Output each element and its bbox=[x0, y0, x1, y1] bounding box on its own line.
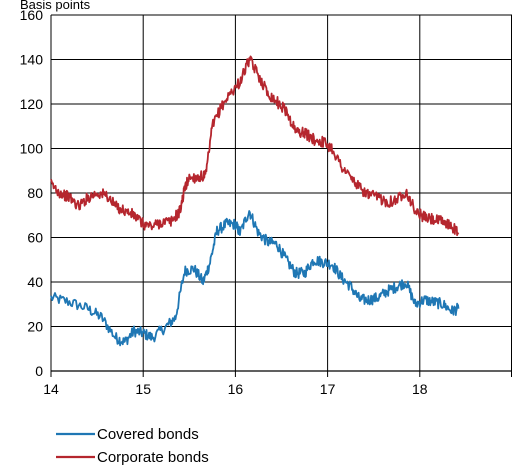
y-tick-label: 100 bbox=[20, 141, 44, 157]
y-axis-title: Basis points bbox=[20, 0, 91, 12]
y-tick-label: 0 bbox=[35, 363, 43, 379]
series-line-covered-bonds bbox=[50, 210, 460, 347]
x-tick-label: 16 bbox=[228, 381, 244, 397]
grid bbox=[50, 14, 512, 377]
legend-label: Corporate bonds bbox=[97, 449, 209, 466]
y-tick-label: 160 bbox=[20, 7, 44, 23]
y-tick-label: 60 bbox=[27, 230, 43, 246]
series-line-corporate-bonds bbox=[50, 55, 460, 237]
y-tick-labels: 0 20 40 60 80 100 120 140 160 bbox=[20, 7, 44, 379]
x-tick-label: 18 bbox=[412, 381, 428, 397]
x-tick-label: 14 bbox=[43, 381, 59, 397]
series-lines bbox=[50, 55, 460, 347]
y-tick-label: 120 bbox=[20, 96, 44, 112]
x-tick-labels: 14 15 16 17 18 bbox=[43, 381, 428, 397]
y-tick-label: 20 bbox=[27, 319, 43, 335]
legend: Covered bonds Corporate bonds bbox=[56, 426, 209, 466]
y-tick-label: 40 bbox=[27, 274, 43, 290]
x-tick-label: 17 bbox=[320, 381, 336, 397]
y-tick-label: 140 bbox=[20, 52, 44, 68]
y-tick-label: 80 bbox=[27, 185, 43, 201]
x-tick-label: 15 bbox=[135, 381, 151, 397]
legend-label: Covered bonds bbox=[97, 426, 199, 443]
